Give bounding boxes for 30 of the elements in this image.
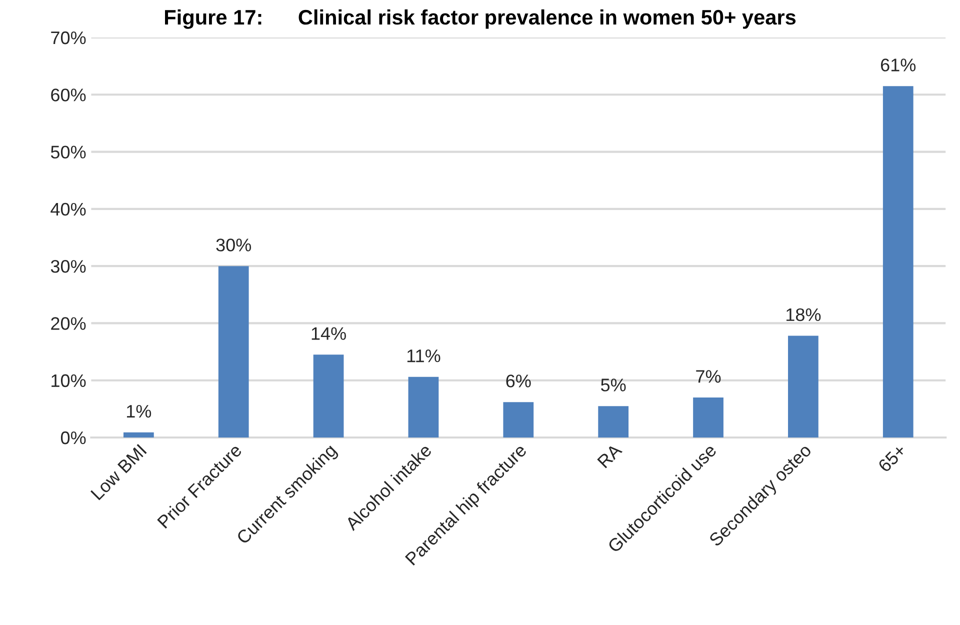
x-tick-label: 65+	[877, 443, 907, 473]
bar	[123, 432, 154, 438]
y-tick-label: 0%	[60, 431, 86, 444]
data-label: 7%	[696, 370, 721, 383]
y-tick-label: 50%	[50, 146, 86, 159]
x-tick-label: RA	[597, 442, 623, 468]
bar	[503, 402, 534, 438]
y-tick-label: 40%	[50, 202, 86, 216]
y-tick-label: 70%	[51, 31, 86, 44]
data-label: 1%	[126, 404, 152, 418]
bar	[598, 406, 629, 438]
bar	[882, 86, 914, 438]
y-tick-label: 10%	[52, 374, 86, 388]
bar	[408, 376, 439, 438]
bar	[313, 354, 344, 438]
bar	[218, 266, 249, 438]
data-label: 5%	[601, 378, 626, 392]
data-label: 18%	[786, 308, 821, 322]
bar	[693, 398, 724, 438]
data-label: 14%	[312, 327, 346, 340]
y-tick-label: 30%	[50, 260, 86, 273]
chart-title: Figure 17: Clinical risk factor prevalence in women 50+ years	[165, 9, 796, 29]
bar	[788, 336, 818, 438]
y-tick-label: 20%	[51, 317, 86, 330]
data-label: 61%	[880, 58, 916, 72]
y-tick-label: 60%	[51, 88, 86, 102]
x-tick-label: Low BMI	[90, 444, 147, 500]
data-label: 11%	[407, 350, 440, 362]
data-label: 30%	[216, 238, 252, 252]
data-label: 6%	[506, 374, 531, 388]
